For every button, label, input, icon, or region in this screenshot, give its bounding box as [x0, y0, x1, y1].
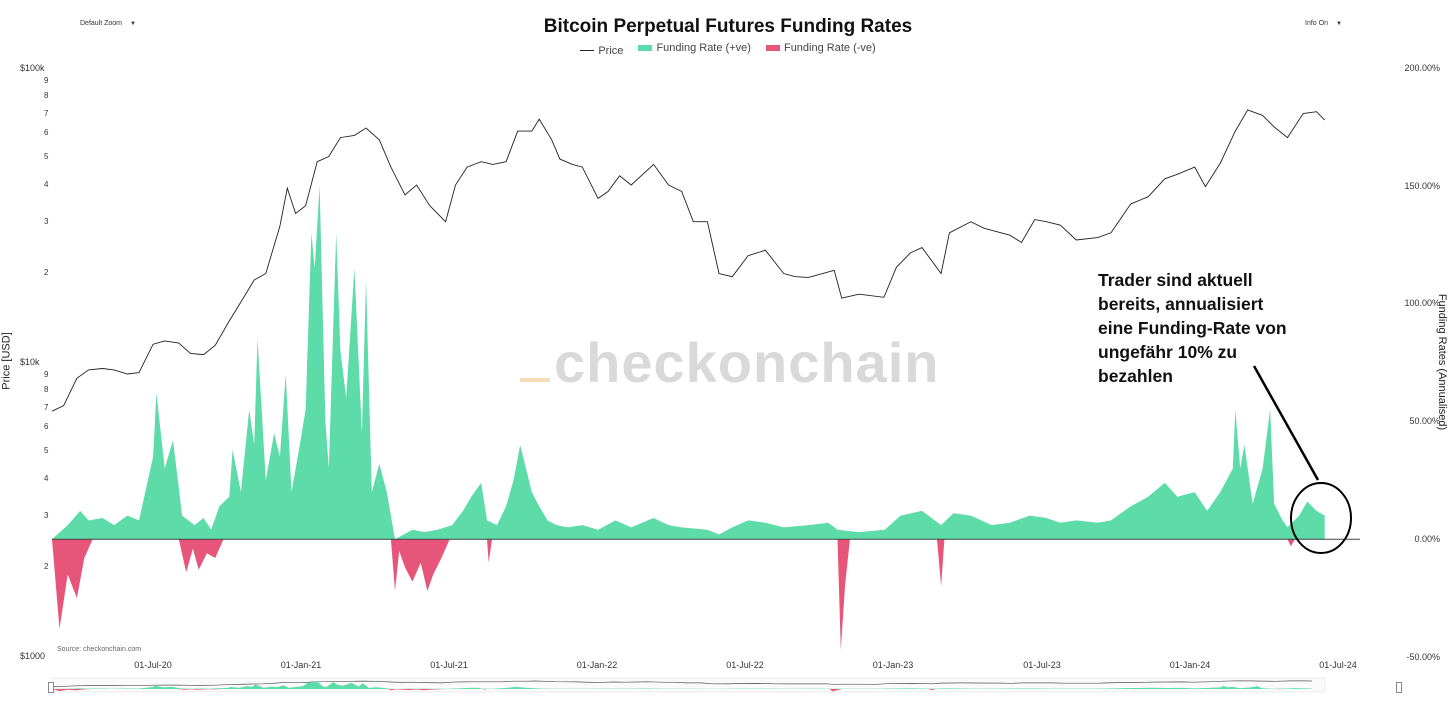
y-right-tick-0: 0.00%: [1414, 534, 1440, 544]
price-line: [51, 109, 1326, 412]
x-tick: 01-Jan-22: [576, 660, 618, 670]
navigator-track: [51, 677, 1326, 693]
legend-swatch-price: [580, 50, 595, 51]
y-left-minor-tick: 4: [44, 473, 49, 483]
funding-negative-area: [52, 539, 1295, 650]
y-left-tick-100k: $100k: [20, 63, 45, 73]
x-tick: 01-Jan-23: [872, 660, 914, 670]
legend-item-positive[interactable]: Funding Rate (+ve): [638, 42, 751, 54]
y-left-minor-tick: 8: [44, 91, 49, 101]
navigator-positive-area: [52, 681, 1312, 689]
navigator-price-line: [51, 680, 1312, 687]
source-note: Source: checkonchain.com: [57, 646, 142, 653]
y-left-minor-tick: 9: [44, 76, 49, 86]
annotation-circle: [1290, 482, 1352, 554]
funding-positive-area: [52, 185, 1325, 540]
y-left-tick-10k: $10k: [20, 357, 40, 367]
y-left-minor-tick: 5: [44, 445, 49, 455]
watermark-text: checkonchain: [554, 331, 940, 394]
chart-legend: Price Funding Rate (+ve) Funding Rate (-…: [0, 42, 1456, 57]
chevron-down-icon: ▼: [130, 21, 136, 27]
y-right-tick-neg50: -50.00%: [1406, 652, 1440, 662]
navigator-right-handle[interactable]: [1396, 682, 1402, 693]
legend-swatch-positive: [638, 45, 653, 51]
legend-label-positive: Funding Rate (+ve): [656, 42, 751, 54]
y-right-tick-200: 200.00%: [1404, 63, 1440, 73]
watermark: checkonchain: [520, 330, 939, 395]
annotation-text: Trader sind aktuell bereits, annualisier…: [1098, 268, 1328, 388]
annotation-line: Trader sind aktuell: [1098, 270, 1253, 290]
navigator-left-handle[interactable]: [48, 682, 54, 693]
y-right-tick-100: 100.00%: [1404, 298, 1440, 308]
legend-label-price: Price: [598, 44, 624, 57]
default-zoom-dropdown[interactable]: Default Zoom ▼: [80, 20, 136, 27]
x-tick: 01-Jul-21: [430, 660, 468, 670]
y-left-minor-tick: 3: [44, 510, 49, 520]
y-left-tick-1000: $1000: [20, 651, 46, 661]
y-left-minor-tick: 2: [44, 268, 49, 278]
annotation-line: bezahlen: [1098, 366, 1173, 386]
annotation-line: eine Funding-Rate von: [1098, 318, 1287, 338]
y-right-tick-150: 150.00%: [1404, 181, 1440, 191]
annotation-arrow: [1252, 365, 1320, 481]
y-left-minor-tick: 5: [44, 151, 49, 161]
info-toggle-label: Info On: [1305, 20, 1328, 27]
x-tick: 01-Jan-21: [280, 660, 322, 670]
annotation-line: ungefähr 10% zu: [1098, 342, 1238, 362]
legend-label-negative: Funding Rate (-ve): [783, 42, 876, 54]
y-left-minor-tick: 4: [44, 179, 49, 189]
y-left-minor-tick: 2: [44, 562, 49, 572]
x-tick: 01-Jul-20: [134, 660, 172, 670]
chart-title: Bitcoin Perpetual Futures Funding Rates: [543, 16, 913, 37]
x-tick: 01-Jan-24: [1169, 660, 1211, 670]
info-toggle-dropdown[interactable]: Info On ▼: [1305, 20, 1342, 27]
legend-item-price[interactable]: Price: [580, 45, 623, 57]
navigator[interactable]: [51, 677, 1326, 693]
annotation-line: bereits, annualisiert: [1098, 294, 1264, 314]
watermark-underscore: [520, 378, 550, 382]
x-tick: 01-Jul-22: [726, 660, 764, 670]
y-right-tick-50: 50.00%: [1409, 416, 1440, 426]
y-left-minor-tick: 3: [44, 216, 49, 226]
default-zoom-label: Default Zoom: [80, 20, 123, 27]
x-tick: 01-Jul-23: [1023, 660, 1061, 670]
y-left-minor-tick: 8: [44, 385, 49, 395]
y-left-minor-tick: 6: [44, 128, 49, 138]
chevron-down-icon: ▼: [1335, 21, 1342, 27]
y-left-minor-tick: 7: [44, 402, 49, 412]
x-tick: 01-Jul-24: [1319, 660, 1357, 670]
y-left-minor-tick: 6: [44, 422, 49, 432]
legend-swatch-negative: [765, 45, 780, 51]
y-left-minor-tick: 9: [44, 370, 49, 380]
y-left-minor-tick: 7: [44, 108, 49, 118]
legend-item-negative[interactable]: Funding Rate (-ve): [765, 42, 876, 54]
